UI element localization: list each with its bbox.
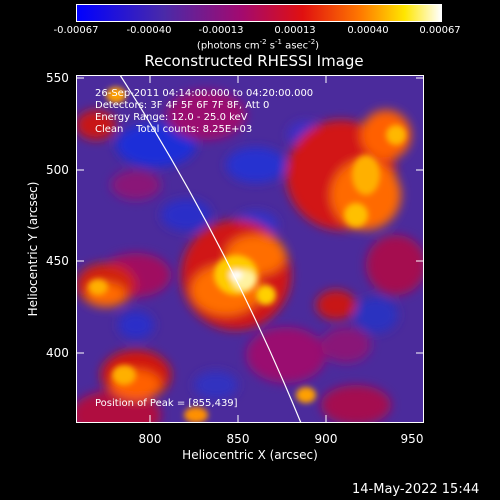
colorbar-tick: 0.00067 (419, 25, 461, 36)
peak-position: Position of Peak = [855,439] (95, 398, 238, 409)
x-axis-label: Heliocentric X (arcsec) (182, 448, 318, 462)
x-tick: 850 (226, 432, 250, 446)
info-detectors: Detectors: 3F 4F 5F 6F 7F 8F, Att 0 (95, 100, 270, 111)
x-tick: 950 (400, 432, 424, 446)
colorbar (76, 4, 442, 22)
info-counts: Clean Total counts: 8.25E+03 (95, 124, 253, 135)
rhessi-image (76, 75, 424, 423)
info-time-range: 26-Sep-2011 04:14:00.000 to 04:20:00.000 (95, 88, 314, 99)
y-tick: 450 (46, 254, 69, 268)
colorbar-tick: -0.00040 (126, 25, 172, 36)
plot-title: Reconstructed RHESSI Image (144, 52, 364, 70)
colorbar-units: (photons cm-2 s-1 asec-2) (196, 38, 320, 52)
colorbar-tick: 0.00013 (274, 25, 316, 36)
colorbar-tick: 0.00040 (347, 25, 389, 36)
y-tick: 500 (46, 163, 69, 177)
colorbar-tick: -0.00013 (198, 25, 244, 36)
x-tick: 800 (138, 432, 162, 446)
timestamp: 14-May-2022 15:44 (352, 482, 480, 497)
colorbar-tick: -0.00067 (53, 25, 99, 36)
x-tick: 900 (314, 432, 338, 446)
y-axis-label: Heliocentric Y (arcsec) (26, 181, 40, 317)
y-tick: 400 (46, 346, 69, 360)
y-tick: 550 (46, 71, 69, 85)
info-energy-range: Energy Range: 12.0 - 25.0 keV (95, 112, 248, 123)
